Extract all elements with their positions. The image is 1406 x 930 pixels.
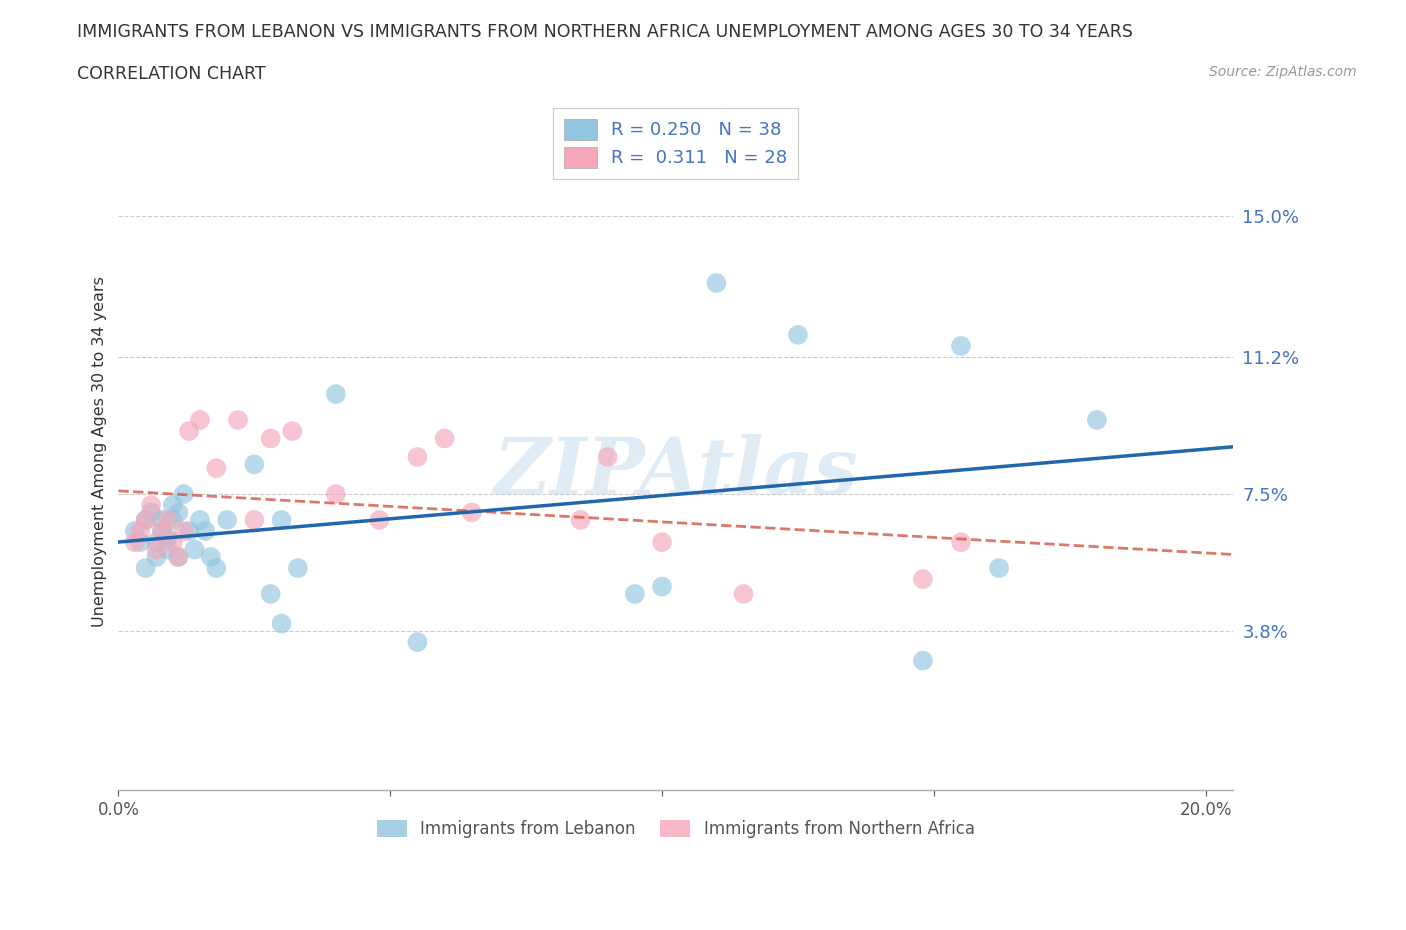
Point <box>188 512 211 527</box>
Point <box>949 339 972 353</box>
Text: IMMIGRANTS FROM LEBANON VS IMMIGRANTS FROM NORTHERN AFRICA UNEMPLOYMENT AMONG AG: IMMIGRANTS FROM LEBANON VS IMMIGRANTS FR… <box>77 23 1133 41</box>
Point <box>624 587 647 602</box>
Point <box>139 505 162 520</box>
Point <box>145 550 167 565</box>
Text: CORRELATION CHART: CORRELATION CHART <box>77 65 266 83</box>
Point <box>596 449 619 464</box>
Text: ZIPAtlas: ZIPAtlas <box>494 433 858 510</box>
Point <box>205 460 228 475</box>
Point <box>162 535 184 550</box>
Point <box>949 535 972 550</box>
Point <box>270 617 292 631</box>
Point <box>368 512 391 527</box>
Legend: Immigrants from Lebanon, Immigrants from Northern Africa: Immigrants from Lebanon, Immigrants from… <box>368 811 983 846</box>
Point <box>188 413 211 428</box>
Point <box>217 512 239 527</box>
Point <box>173 486 195 501</box>
Point <box>150 524 173 538</box>
Point <box>911 572 934 587</box>
Point <box>145 535 167 550</box>
Point <box>325 387 347 402</box>
Point <box>129 524 152 538</box>
Point <box>270 512 292 527</box>
Point <box>706 275 728 290</box>
Point <box>156 512 179 527</box>
Point <box>651 535 673 550</box>
Point <box>569 512 592 527</box>
Point <box>173 524 195 538</box>
Point <box>150 512 173 527</box>
Point <box>183 542 205 557</box>
Point <box>325 486 347 501</box>
Point <box>139 498 162 512</box>
Point <box>911 653 934 668</box>
Text: Source: ZipAtlas.com: Source: ZipAtlas.com <box>1209 65 1357 79</box>
Point <box>135 561 157 576</box>
Point <box>200 550 222 565</box>
Point <box>287 561 309 576</box>
Point <box>145 542 167 557</box>
Point <box>988 561 1011 576</box>
Point <box>259 431 281 445</box>
Point <box>129 535 152 550</box>
Point <box>156 531 179 546</box>
Point <box>651 579 673 594</box>
Point <box>433 431 456 445</box>
Point <box>167 550 190 565</box>
Y-axis label: Unemployment Among Ages 30 to 34 years: Unemployment Among Ages 30 to 34 years <box>93 276 107 627</box>
Point <box>156 542 179 557</box>
Point <box>733 587 755 602</box>
Point <box>135 512 157 527</box>
Point <box>177 424 200 439</box>
Point <box>167 505 190 520</box>
Point <box>150 524 173 538</box>
Point <box>259 587 281 602</box>
Point <box>281 424 304 439</box>
Point <box>194 524 217 538</box>
Point <box>162 498 184 512</box>
Point <box>243 512 266 527</box>
Point <box>205 561 228 576</box>
Point <box>461 505 484 520</box>
Point <box>124 524 146 538</box>
Point <box>1085 413 1108 428</box>
Point <box>177 524 200 538</box>
Point <box>124 535 146 550</box>
Point <box>406 634 429 649</box>
Point <box>162 512 184 527</box>
Point <box>226 413 249 428</box>
Point <box>787 327 810 342</box>
Point <box>135 512 157 527</box>
Point <box>406 449 429 464</box>
Point <box>243 457 266 472</box>
Point <box>167 550 190 565</box>
